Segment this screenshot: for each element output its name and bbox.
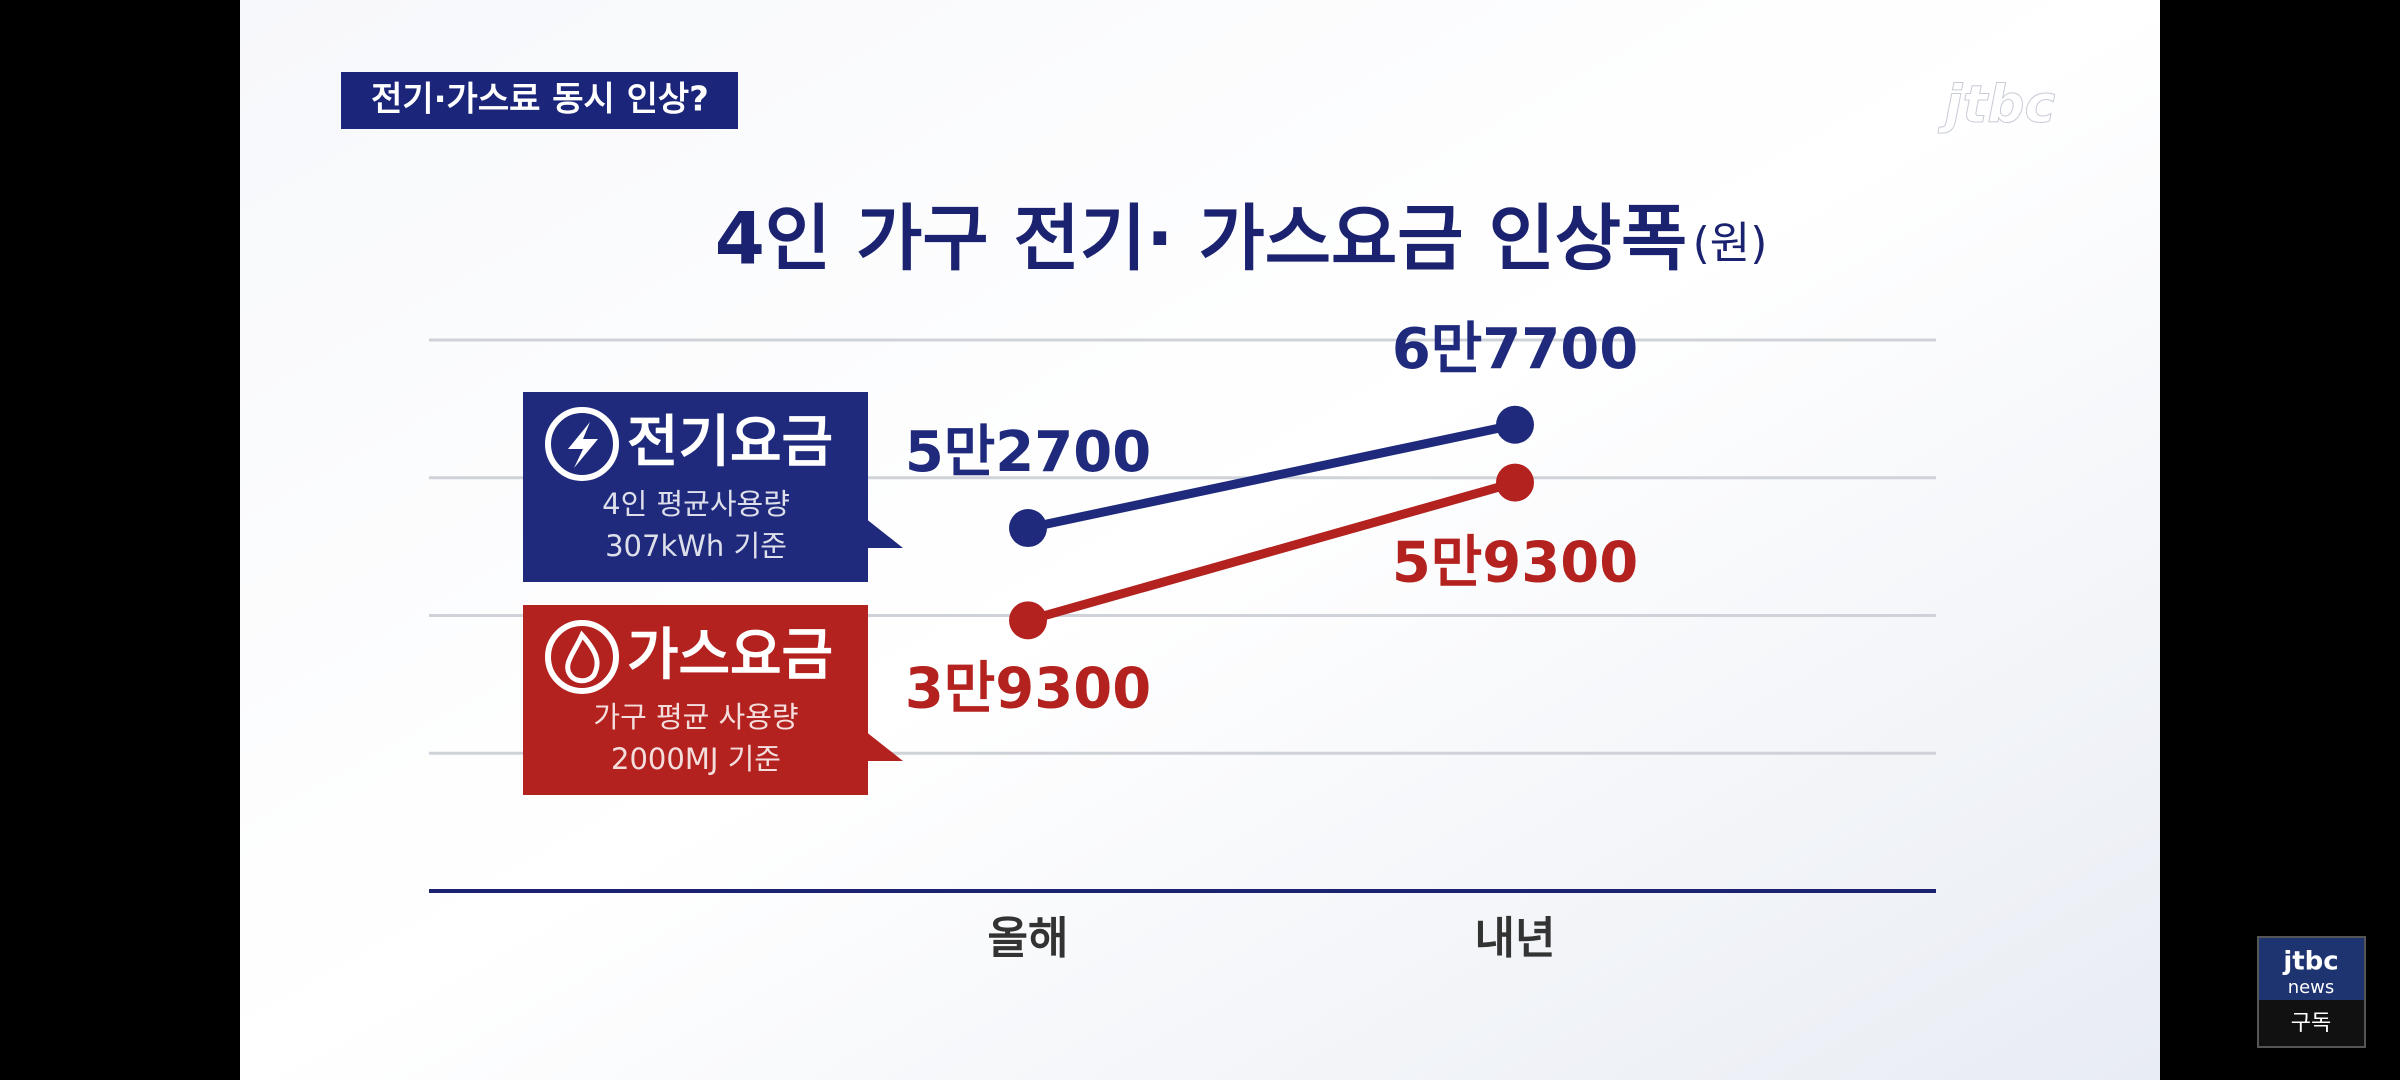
- legend-icon: [545, 620, 619, 694]
- legend-description: 307kWh 기준: [605, 529, 787, 563]
- bolt-icon: [568, 422, 598, 468]
- data-point: [1009, 509, 1047, 548]
- badge-sub: news: [2288, 977, 2335, 998]
- value-label: 5만2700: [905, 420, 1151, 485]
- x-tick-label: 내년: [1475, 913, 1556, 964]
- value-label: 3만9300: [905, 656, 1151, 721]
- legend-description: 4인 평균사용량: [602, 487, 790, 521]
- badge-logo: jtbc: [2282, 947, 2338, 977]
- legend-pointer: [860, 514, 903, 548]
- tag-text: 전기·가스료 동시 인상?: [371, 80, 709, 120]
- flame-icon: [565, 630, 600, 684]
- subscribe-button[interactable]: 구독: [2291, 1011, 2331, 1036]
- x-tick-label: 올해: [988, 913, 1069, 964]
- legend-description: 2000MJ 기준: [611, 742, 781, 776]
- chart-title: 4인 가구 전기· 가스요금 인상폭: [715, 197, 1688, 281]
- tag-box: [341, 72, 738, 129]
- data-point: [1009, 601, 1047, 640]
- subscribe-badge[interactable]: jtbc news 구독: [2257, 936, 2366, 1048]
- legend-label: 가스요금: [627, 623, 833, 688]
- chart: 4인 가구 전기· 가스요금 인상폭 (원) 올해 내년 5만2700 6만7700 전…: [429, 197, 1936, 964]
- unit-label: (원): [1693, 218, 1768, 269]
- series-line: [1026, 478, 1517, 625]
- legend-description: 가구 평균 사용량: [593, 700, 798, 734]
- legend-pointer: [860, 727, 903, 761]
- value-label: 6만7700: [1392, 317, 1638, 382]
- badge-top: [2259, 938, 2364, 1000]
- series-line: [1027, 420, 1516, 533]
- legend-icon: [545, 407, 619, 481]
- data-point: [1496, 405, 1534, 444]
- legend-box: [523, 392, 868, 582]
- data-point: [1496, 463, 1534, 502]
- channel-logo: jtbc: [1938, 75, 2056, 135]
- legend-label: 전기요금: [627, 410, 833, 475]
- value-label: 5만9300: [1392, 531, 1638, 596]
